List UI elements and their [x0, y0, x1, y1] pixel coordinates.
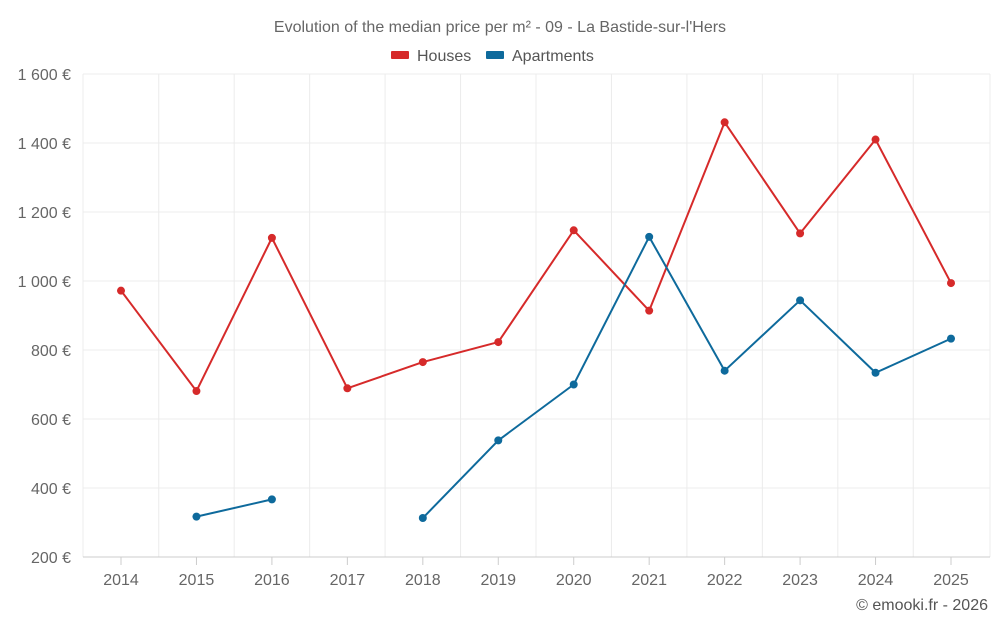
- x-tick-label: 2018: [405, 572, 441, 589]
- legend-item-houses: Houses: [391, 48, 471, 65]
- data-point: [569, 226, 578, 235]
- x-tick-label: 2025: [933, 572, 969, 589]
- x-tick-label: 2016: [254, 572, 290, 589]
- y-tick-label: 600 €: [31, 412, 71, 429]
- y-tick-label: 400 €: [31, 481, 71, 498]
- data-point: [947, 334, 955, 343]
- data-point: [267, 495, 276, 504]
- grid: [82, 73, 991, 557]
- y-tick-label: 1 400 €: [18, 136, 71, 153]
- x-tick-label: 2015: [179, 572, 215, 589]
- x-tick-label: 2017: [330, 572, 366, 589]
- x-tick-label: 2014: [103, 572, 139, 589]
- data-point: [494, 436, 503, 445]
- y-tick-label: 200 €: [31, 550, 71, 567]
- y-tick-label: 1 200 €: [18, 205, 71, 222]
- legend: Houses Apartments: [391, 48, 594, 65]
- legend-swatch: [486, 51, 504, 59]
- data-point: [494, 338, 503, 347]
- series-line: [422, 235, 952, 519]
- series-layer: [117, 118, 955, 523]
- x-tick-label: 2023: [782, 572, 818, 589]
- series-houses: [117, 118, 955, 396]
- x-tick-label: 2022: [707, 572, 743, 589]
- x-tick-label: 2024: [858, 572, 894, 589]
- x-tick-label: 2020: [556, 572, 592, 589]
- data-point: [192, 387, 201, 396]
- data-point: [418, 358, 427, 367]
- legend-label: Apartments: [512, 48, 594, 65]
- data-point: [947, 279, 955, 288]
- data-point: [796, 296, 805, 305]
- data-point: [796, 229, 805, 238]
- series-apartments: [192, 232, 955, 523]
- data-point: [871, 135, 880, 144]
- axes: 200 € 400 € 600 € 800 € 1 000 € 1 200 € 1 400 …: [18, 67, 990, 589]
- series-line: [120, 121, 952, 393]
- x-tick-label: 2021: [631, 572, 667, 589]
- y-tick-label: 1 000 €: [18, 274, 71, 291]
- legend-label: Houses: [417, 48, 471, 65]
- data-point: [720, 118, 729, 127]
- y-tick-label: 1 600 €: [18, 67, 71, 84]
- data-point: [267, 233, 276, 242]
- data-point: [418, 514, 427, 523]
- data-point: [645, 306, 654, 315]
- chart-title: Evolution of the median price per m² - 0…: [274, 19, 726, 36]
- data-point: [871, 368, 880, 377]
- data-point: [117, 286, 125, 295]
- y-tick-label: 800 €: [31, 343, 71, 360]
- data-point: [720, 366, 729, 375]
- x-tick-label: 2019: [480, 572, 516, 589]
- data-point: [645, 232, 654, 241]
- credit-text: © emooki.fr - 2026: [856, 597, 988, 614]
- legend-swatch: [391, 51, 409, 59]
- data-point: [569, 380, 578, 389]
- data-point: [343, 384, 352, 393]
- legend-item-apartments: Apartments: [486, 48, 594, 65]
- data-point: [192, 512, 201, 521]
- series-line: [196, 498, 273, 518]
